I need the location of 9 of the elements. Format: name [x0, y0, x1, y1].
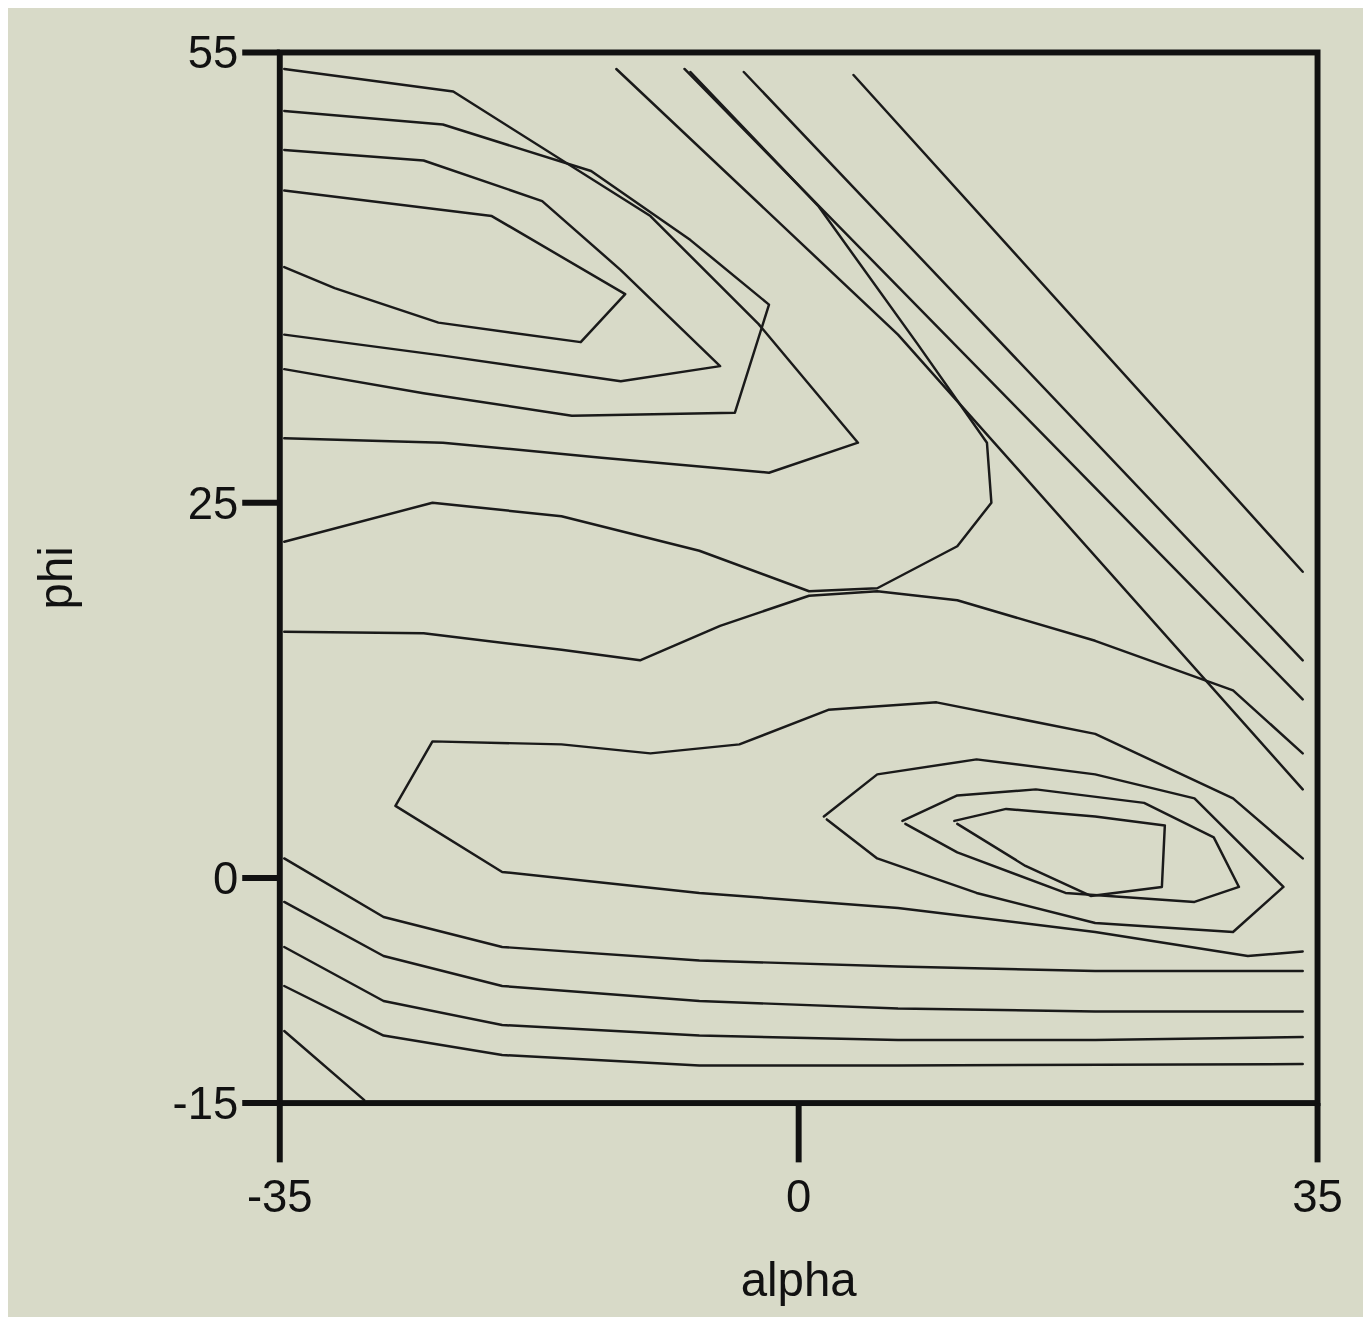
- y-tick-label: 25: [187, 477, 239, 529]
- y-tick-label: 55: [187, 27, 239, 79]
- x-tick-label: 35: [1292, 1170, 1343, 1222]
- y-tick-label: -15: [172, 1077, 239, 1129]
- x-axis-title: alpha: [740, 1252, 858, 1306]
- y-axis-title: phi: [29, 546, 83, 610]
- x-tick-label: 0: [786, 1170, 812, 1222]
- x-tick-label: -35: [246, 1170, 313, 1222]
- y-tick-label: 0: [213, 852, 239, 904]
